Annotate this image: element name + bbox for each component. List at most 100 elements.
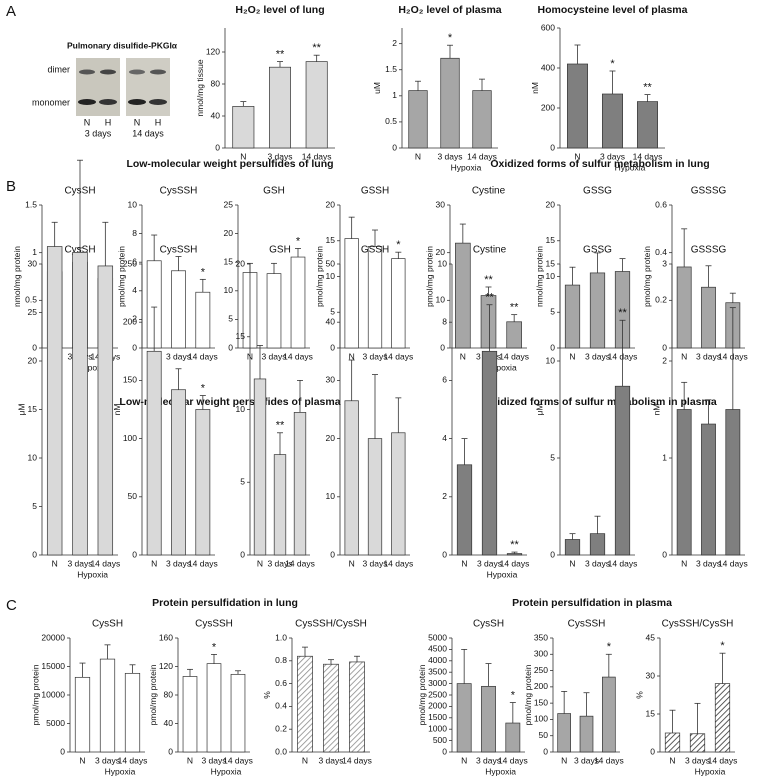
blot-title: Pulmonary disulfide-PKGIα: [67, 40, 178, 50]
y-tick-label: 15: [546, 258, 556, 268]
y-axis-label: pmol/mg protein: [117, 246, 127, 307]
y-tick-label: 15: [236, 331, 246, 341]
blot-band: [79, 69, 95, 75]
y-tick-label: 0: [650, 746, 655, 756]
y-tick-label: 250: [123, 258, 137, 268]
x-tick-label: 3 days: [166, 351, 191, 361]
bar: [297, 655, 313, 753]
bar: [455, 242, 471, 349]
x-axis-label: Hypoxia: [487, 569, 518, 579]
y-tick-label: 1: [392, 90, 397, 100]
significance: *: [720, 640, 725, 652]
x-tick-label: N: [52, 558, 58, 568]
significance: **: [510, 302, 519, 314]
x-tick-label: 14 days: [283, 351, 313, 361]
bar: [664, 732, 681, 753]
y-tick-label: 0.5: [385, 116, 397, 126]
y-tick-label: 0: [442, 746, 447, 756]
x-tick-label: 14 days: [188, 558, 218, 568]
y-tick-label: 2: [132, 314, 137, 324]
bar: [472, 90, 492, 149]
lane-label: N: [84, 117, 91, 127]
bar: [195, 409, 211, 556]
x-axis-label: Hypoxia: [211, 766, 242, 776]
x-tick-label: N: [681, 558, 687, 568]
bar: [506, 553, 523, 556]
y-tick-label: 8: [132, 228, 137, 238]
bar: [636, 101, 658, 149]
bar: [72, 252, 88, 556]
x-tick-label: 3 days: [437, 151, 462, 161]
significance: **: [510, 539, 519, 551]
significance: **: [485, 292, 494, 304]
y-tick-label: 0: [442, 549, 447, 559]
y-tick-label: 4000: [428, 655, 447, 665]
y-tick-label: 10: [224, 285, 234, 295]
x-tick-label: 14 days: [188, 351, 218, 361]
y-tick-label: 100: [123, 433, 137, 443]
bar: [676, 409, 692, 556]
x-tick-label: N: [349, 351, 355, 361]
significance: **: [484, 274, 493, 286]
chart-title: H₂O₂ level of lung: [235, 4, 324, 16]
bar: [344, 238, 359, 349]
significance: *: [296, 235, 301, 247]
blot-membrane: [126, 58, 170, 116]
y-tick-label: 15: [224, 256, 234, 266]
y-axis-label: nM: [651, 404, 661, 416]
y-tick-label: 0: [330, 549, 335, 559]
x-tick-label: 14 days: [342, 755, 372, 765]
group-title: Protein persulfidation in lung: [152, 597, 298, 609]
y-tick-label: 15: [28, 404, 38, 414]
y-axis-label: pmol/mg protein: [642, 246, 652, 307]
y-tick-label: 25: [28, 307, 38, 317]
bar: [146, 350, 162, 556]
y-tick-label: 0: [228, 342, 233, 352]
y-axis-label: %: [635, 691, 645, 699]
y-axis-label: nM: [530, 82, 540, 94]
y-tick-label: 1: [662, 452, 667, 462]
y-tick-label: 0.2: [275, 723, 287, 733]
y-tick-label: 200: [534, 681, 548, 691]
y-tick-label: 10: [438, 258, 448, 268]
y-tick-label: 45: [646, 632, 656, 642]
y-axis-label: %: [262, 691, 272, 699]
y-tick-label: 0: [543, 746, 548, 756]
chart-title: CysSH: [92, 619, 123, 630]
bar: [557, 713, 571, 753]
x-tick-label: 3 days: [261, 351, 286, 361]
y-tick-label: 160: [159, 632, 173, 642]
y-axis-label: pmol/mg protein: [148, 664, 158, 725]
bar: [676, 266, 692, 349]
y-tick-label: 0: [32, 549, 37, 559]
y-tick-label: 15: [326, 235, 336, 245]
y-tick-label: 5: [330, 307, 335, 317]
x-tick-label: N: [561, 755, 567, 765]
y-axis-label: uM: [372, 82, 382, 94]
y-tick-label: 10: [28, 452, 38, 462]
x-axis-label: Hypoxia: [485, 766, 516, 776]
chart-title: GSSG: [583, 186, 612, 197]
y-tick-label: 8: [442, 316, 447, 326]
x-tick-label: 3 days: [362, 558, 387, 568]
group-title: Low-molecular weight persulfides of lung: [126, 158, 333, 170]
y-tick-label: 2: [442, 491, 447, 501]
bar: [440, 57, 460, 149]
bar: [505, 722, 521, 753]
y-axis-label: pmol/mg protein: [523, 664, 533, 725]
significance: **: [276, 49, 285, 61]
group-title: Oxidized forms of sulfur metabolism in l…: [490, 158, 709, 170]
y-tick-label: 0: [132, 342, 137, 352]
bar: [701, 423, 716, 556]
y-tick-label: 5000: [46, 718, 65, 728]
y-tick-label: 10: [436, 295, 446, 305]
y-tick-label: 250: [534, 665, 548, 675]
x-tick-label: N: [349, 558, 355, 568]
y-tick-label: 1000: [428, 723, 447, 733]
y-tick-label: 120: [206, 46, 220, 56]
x-tick-label: N: [302, 755, 308, 765]
bar: [506, 321, 522, 349]
bar: [230, 673, 246, 753]
y-axis-label: pmol/mg protein: [30, 664, 40, 725]
y-tick-label: 0: [550, 142, 555, 152]
